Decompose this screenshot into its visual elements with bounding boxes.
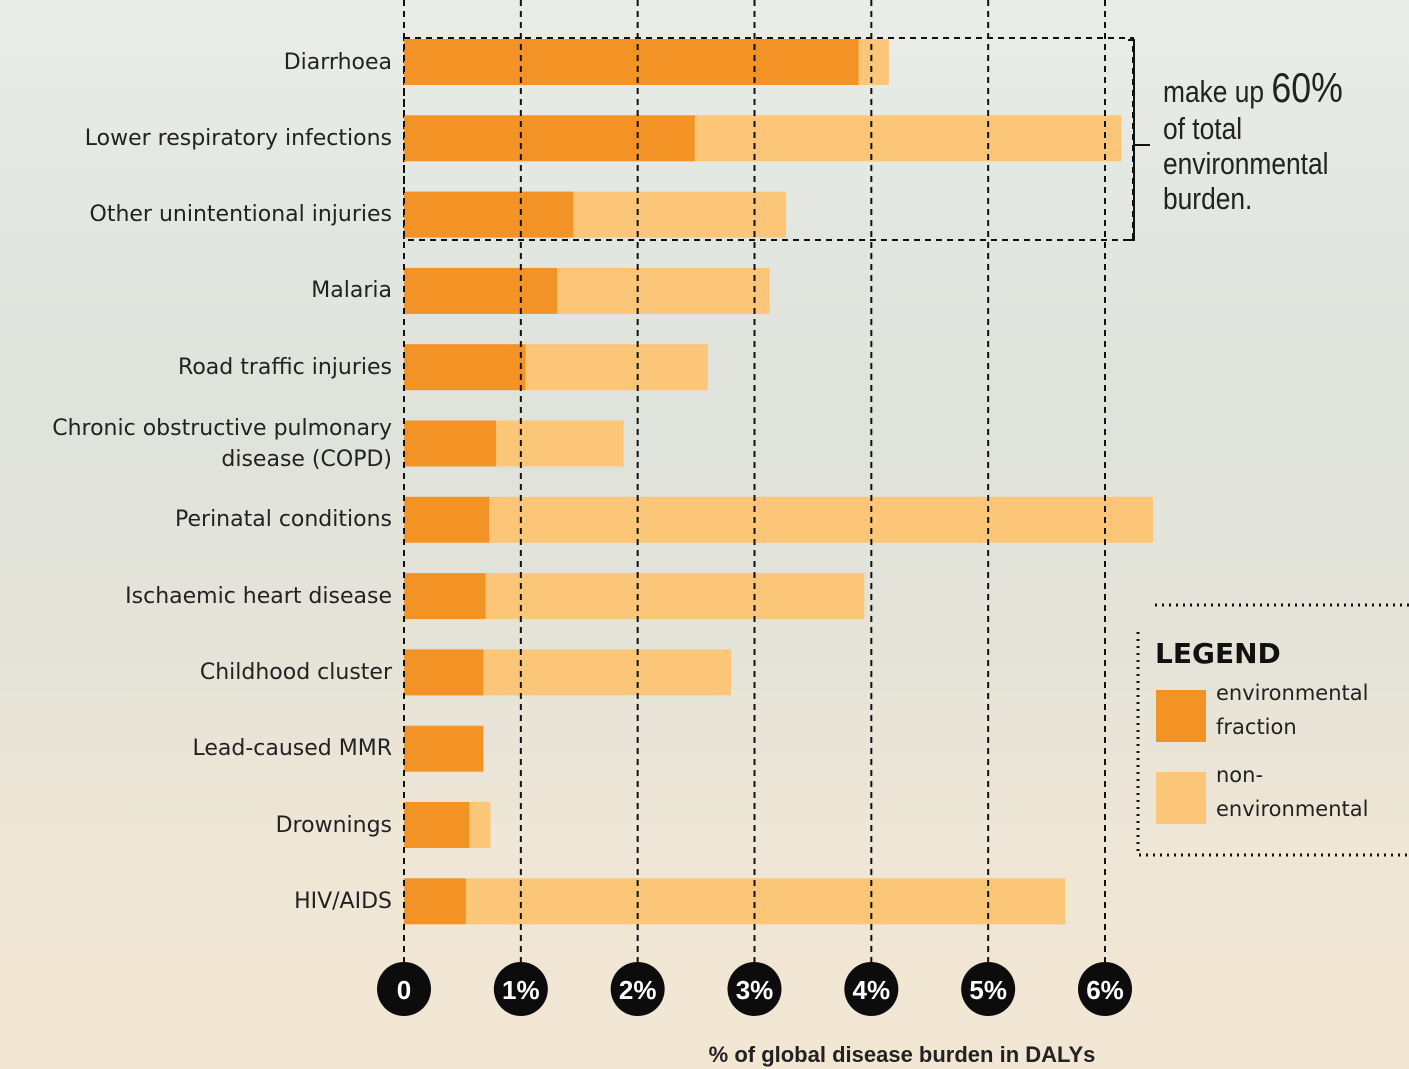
legend-title: LEGEND: [1155, 637, 1281, 670]
bar-segment: [404, 344, 526, 390]
bar-segment: [404, 649, 483, 695]
annotation-highlight: 60%: [1271, 64, 1342, 111]
bar-segment: [404, 115, 695, 161]
bar-segment: [695, 115, 1121, 161]
annotation-line: of total: [1163, 113, 1242, 144]
category-label: Diarrhoea: [284, 47, 392, 78]
category-label: Perinatal conditions: [175, 504, 392, 535]
bar-segment: [496, 421, 623, 467]
legend-swatch: [1156, 772, 1206, 824]
bar-segment: [404, 802, 469, 848]
bracket: [1128, 40, 1150, 240]
bar-segment: [404, 497, 489, 543]
bar-segment: [404, 192, 573, 238]
bar-segment: [404, 268, 557, 314]
x-tick-label: 2%: [619, 975, 657, 1005]
annotation-line: environmental: [1163, 148, 1329, 179]
category-label: Malaria: [311, 275, 392, 306]
x-tick-label: 6%: [1086, 975, 1124, 1005]
bar-segment: [526, 344, 708, 390]
x-tick-label: 4%: [853, 975, 891, 1005]
category-label: HIV/AIDS: [294, 886, 392, 917]
x-tick-label: 5%: [969, 975, 1007, 1005]
bar-segment: [486, 573, 865, 619]
category-label: Road traffic injuries: [178, 352, 392, 383]
bar-segment: [557, 268, 770, 314]
category-label: Lower respiratory infections: [85, 123, 392, 154]
legend-label: environmental fraction: [1216, 676, 1391, 744]
bar-segment: [489, 497, 1153, 543]
x-axis-label: % of global disease burden in DALYs: [709, 1042, 1096, 1067]
bar-segment: [466, 878, 1065, 924]
page: LEGEND % of global disease burden in DAL…: [0, 0, 1409, 1069]
annotation: make up 60%: [1163, 72, 1343, 107]
category-label: Other unintentional injuries: [90, 199, 393, 230]
bar-segment: [404, 726, 483, 772]
x-tick-label: 3%: [736, 975, 774, 1005]
category-label: Chronic obstructive pulmonary disease (C…: [27, 413, 392, 475]
bar-segment: [404, 421, 496, 467]
bar-segment: [858, 39, 888, 85]
x-tick-label: 0: [397, 975, 411, 1005]
annotation-prefix: make up: [1163, 74, 1264, 109]
bar-segment: [404, 878, 466, 924]
bar-segment: [469, 802, 490, 848]
legend-swatch: [1156, 690, 1206, 742]
category-label: Ischaemic heart disease: [125, 581, 392, 612]
legend-label: non-environmental: [1216, 758, 1336, 826]
bar-segment: [404, 39, 858, 85]
category-label: Childhood cluster: [200, 657, 392, 688]
category-label: Drownings: [276, 810, 392, 841]
x-tick-label: 1%: [502, 975, 540, 1005]
category-label: Lead-caused MMR: [192, 733, 392, 764]
bar-segment: [404, 573, 486, 619]
annotation-line: burden.: [1163, 183, 1252, 214]
